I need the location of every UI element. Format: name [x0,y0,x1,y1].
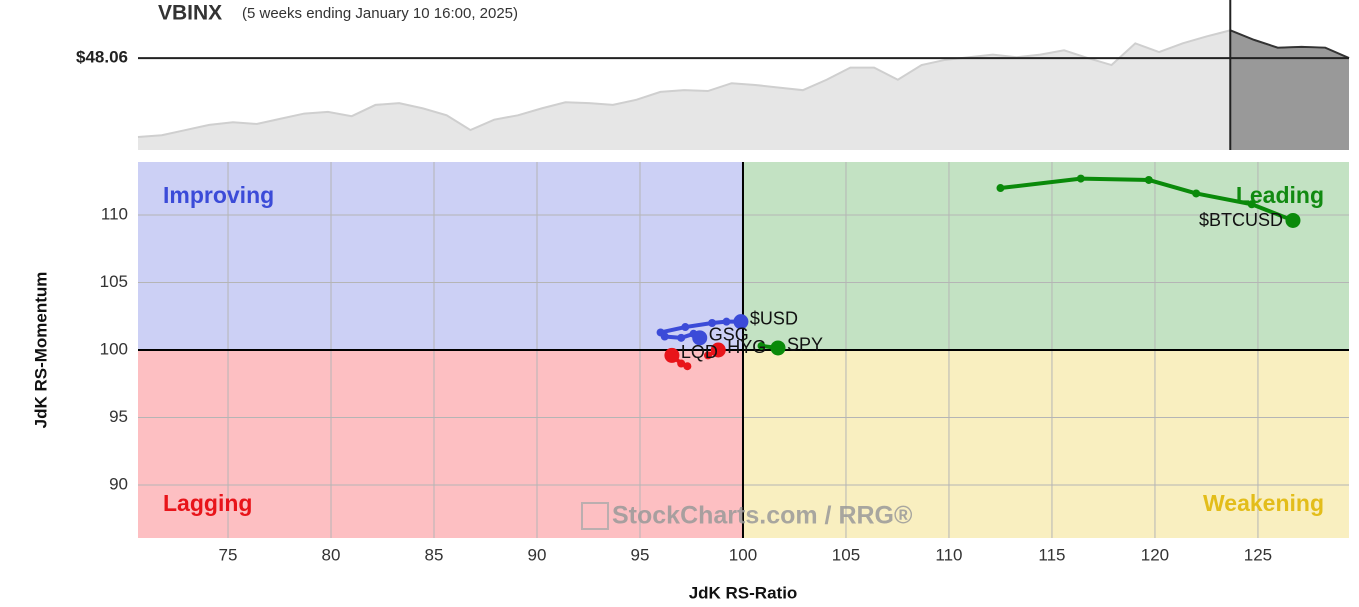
y-tick-label: 100 [100,339,128,358]
tail-point [708,319,717,328]
watermark-logo [581,502,609,530]
tail-point [722,317,731,326]
x-tick-label: 105 [832,545,860,564]
tail-point [1285,212,1301,228]
series-label: SPY [787,335,823,355]
series-label: $USD [750,308,798,328]
tail-point [677,359,686,368]
quadrant-label: Weakening [1203,490,1324,516]
tail-point [692,330,708,346]
series-label: LQD [681,342,718,362]
x-tick-label: 85 [425,545,444,564]
tail-point [1192,189,1201,198]
price-label: $48.06 [76,48,128,67]
quadrant [138,162,743,350]
price-line [137,29,1350,138]
x-tick-label: 75 [219,545,238,564]
x-tick-label: 125 [1244,545,1272,564]
tail-point [770,340,786,356]
quadrant [742,162,1349,350]
tail-point [683,362,692,371]
x-axis-title: JdK RS-Ratio [689,583,798,602]
tail-point [681,323,690,332]
area-fill [138,30,1349,151]
tail-line [998,176,1295,223]
tail-point [660,332,669,341]
chart-subtitle: (5 weeks ending January 10 16:00, 2025) [242,5,518,22]
tail-point [996,184,1005,193]
tail-point [710,342,726,358]
tail-point [1247,200,1256,209]
quadrant-label: Improving [163,182,274,208]
tail-point [733,314,749,330]
x-tick-label: 80 [322,545,341,564]
x-tick-label: 120 [1141,545,1169,564]
x-tick-label: 95 [631,545,650,564]
series-label: HYG [727,337,766,357]
tail-point [703,351,712,360]
tail-point [664,347,680,363]
series-label: $BTCUSD [1199,210,1283,230]
quadrant [138,350,743,538]
watermark: StockCharts.com / RRG® [612,502,913,530]
chart-title: VBINX [158,2,222,25]
highlight-fill [1230,30,1349,151]
highlight-line [1229,29,1350,60]
tail-point [677,333,686,342]
y-tick-label: 95 [109,407,128,426]
quadrant-label: Lagging [163,490,252,516]
tail-point [1144,175,1153,184]
y-axis-title: JdK RS-Momentum [31,272,50,429]
y-tick-label: 110 [101,205,128,224]
tail-point [757,341,766,350]
x-tick-label: 90 [528,545,547,564]
quadrant [742,350,1349,538]
y-tick-label: 90 [109,474,128,493]
x-tick-label: 100 [729,545,757,564]
tail-point [1076,174,1085,183]
series-label: GSG [709,325,749,345]
x-tick-label: 115 [1038,545,1065,564]
x-tick-label: 110 [935,545,962,564]
y-tick-label: 105 [100,272,128,291]
